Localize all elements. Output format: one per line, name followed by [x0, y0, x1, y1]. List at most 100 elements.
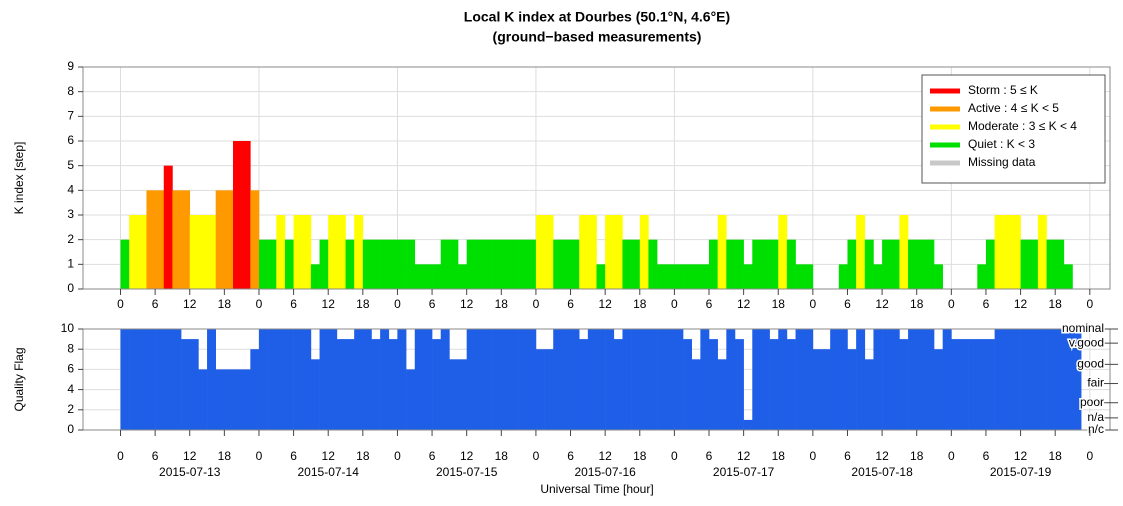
bar	[207, 329, 217, 430]
bar	[544, 215, 554, 289]
bar	[864, 359, 874, 430]
bar	[916, 329, 926, 430]
x-date-label: 2015-07-19	[990, 465, 1052, 479]
bar	[293, 215, 303, 289]
bar	[371, 239, 381, 289]
bar	[734, 239, 744, 289]
bar	[406, 369, 416, 430]
bar	[258, 329, 268, 430]
bar	[267, 239, 277, 289]
y-tick-label: 2	[67, 402, 74, 416]
x-tick-label: 0	[533, 297, 540, 311]
x-tick-label: 12	[1014, 449, 1028, 463]
x-tick-label: 6	[290, 449, 297, 463]
bar	[319, 329, 329, 430]
bar	[518, 239, 528, 289]
plot-frame	[82, 328, 1111, 431]
bar	[830, 329, 840, 430]
bar	[328, 329, 338, 430]
bar	[864, 239, 874, 289]
bar	[795, 329, 805, 430]
bar	[345, 339, 355, 430]
x-tick-label: 0	[394, 297, 401, 311]
bar	[527, 329, 537, 430]
bar	[674, 329, 684, 430]
bar	[856, 215, 866, 289]
bar	[146, 190, 156, 289]
x-tick-label: 0	[948, 297, 955, 311]
bar	[189, 339, 199, 430]
bar	[743, 419, 753, 430]
bar	[760, 239, 770, 289]
bar	[233, 141, 242, 289]
y-tick-label: 1	[67, 257, 74, 271]
y-tick-label: 0	[67, 422, 74, 436]
bar	[215, 369, 225, 430]
chart-title: Local K index at Dourbes (50.1°N, 4.6°E)	[464, 9, 730, 25]
x-tick-label: 0	[117, 297, 124, 311]
bar	[1011, 215, 1021, 289]
chart-subtitle: (ground−based measurements)	[493, 29, 702, 45]
bar	[561, 239, 571, 289]
x-tick-label: 12	[460, 297, 474, 311]
x-tick-label: 18	[356, 449, 370, 463]
bar	[674, 264, 684, 289]
y-axis-label: K index [step]	[12, 142, 26, 215]
bar	[890, 329, 900, 430]
x-tick-label: 0	[810, 297, 817, 311]
x-tick-label: 6	[567, 449, 574, 463]
bar	[146, 329, 156, 430]
bar	[882, 329, 892, 430]
bar	[492, 239, 502, 289]
bar	[155, 190, 165, 289]
bar	[155, 329, 165, 430]
bar	[414, 329, 424, 430]
bar	[752, 239, 762, 289]
y-tick-label: 6	[67, 362, 74, 376]
x-date-label: 2015-07-13	[159, 465, 221, 479]
x-tick-label: 12	[1014, 297, 1028, 311]
bar	[388, 339, 398, 430]
bar	[276, 215, 286, 289]
bar	[440, 239, 450, 289]
bar	[934, 264, 943, 289]
bar	[336, 215, 346, 289]
bar	[207, 215, 217, 289]
x-tick-label: 6	[567, 297, 574, 311]
y2-tick-label: v.good	[1069, 335, 1104, 349]
plot-frame	[82, 66, 1111, 290]
bar	[319, 239, 329, 289]
bar	[483, 329, 493, 430]
bar	[371, 339, 381, 430]
x-tick-label: 18	[772, 449, 786, 463]
bar	[129, 329, 139, 430]
legend-label: Storm : 5 ≤ K	[968, 83, 1038, 97]
bar	[639, 215, 649, 289]
y-tick-label: 3	[67, 207, 74, 221]
bar	[959, 339, 969, 430]
bar	[535, 349, 545, 430]
bar	[501, 329, 511, 430]
bar	[1072, 329, 1082, 430]
bar	[1055, 239, 1065, 289]
bar	[224, 369, 234, 430]
bar	[726, 329, 736, 430]
bar	[985, 239, 995, 289]
y-tick-label: 8	[67, 84, 74, 98]
x-tick-label: 18	[633, 449, 647, 463]
x-tick-label: 12	[875, 449, 889, 463]
bar	[1020, 329, 1030, 430]
bar	[1063, 329, 1073, 430]
bar	[509, 239, 519, 289]
bar	[665, 264, 675, 289]
bar	[639, 329, 649, 430]
bar	[163, 165, 173, 289]
bar	[1063, 264, 1073, 289]
bar	[233, 369, 242, 430]
bar	[310, 359, 320, 430]
y2-tick-label: nominal	[1062, 321, 1104, 335]
bar	[458, 264, 467, 289]
bar	[553, 329, 563, 430]
bar	[908, 329, 918, 430]
x-tick-label: 0	[117, 449, 124, 463]
